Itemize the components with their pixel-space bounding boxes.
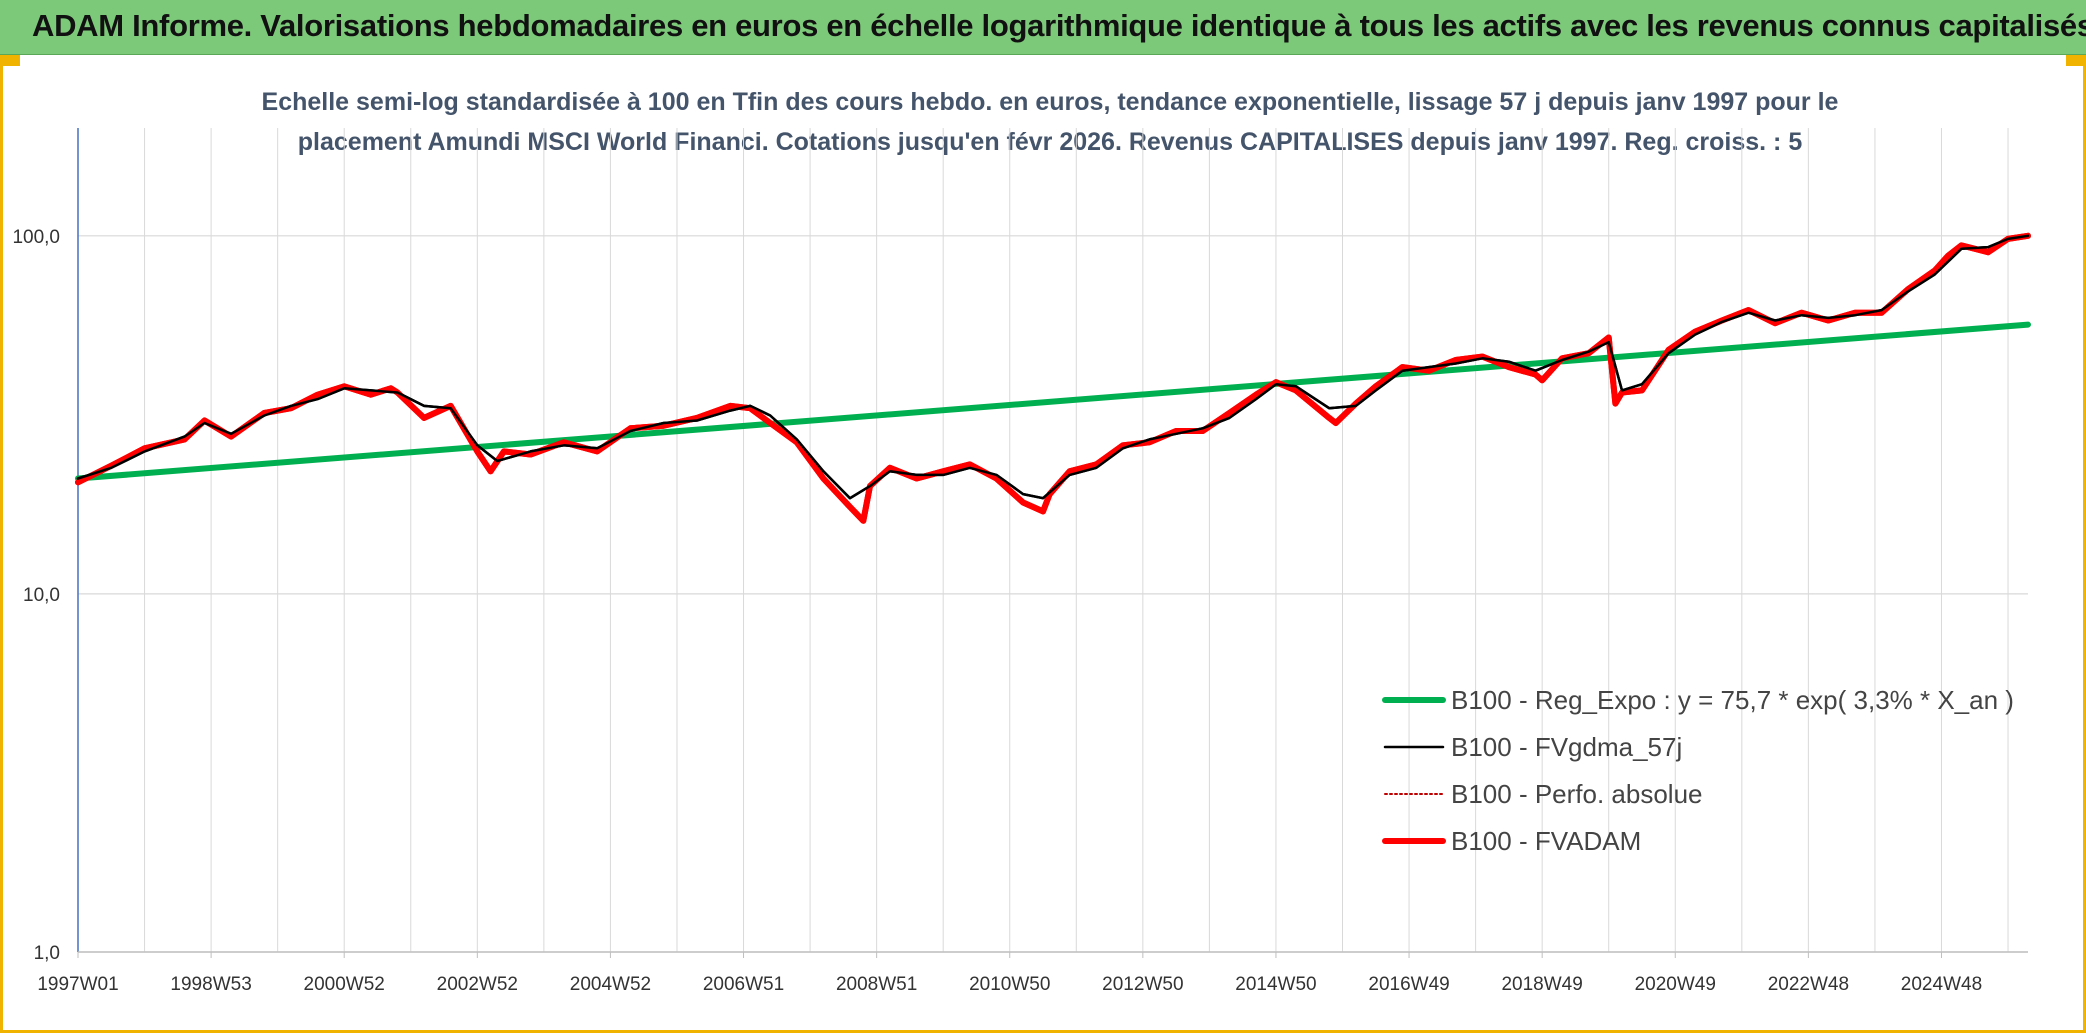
series-layer xyxy=(75,232,2031,524)
chart-subtitle-line2: placement Amundi MSCI World Financi. Cot… xyxy=(297,128,1803,156)
x-tick-label: 2010W50 xyxy=(969,974,1050,995)
series-line-0 xyxy=(75,321,2031,482)
x-tick-label: 2020W49 xyxy=(1635,974,1716,995)
y-tick-label: 10,0 xyxy=(23,585,60,606)
series-line-3 xyxy=(75,232,2031,524)
legend-label-1: B100 - FVgdma_57j xyxy=(1451,732,1682,762)
frame-corner-right xyxy=(2066,54,2086,66)
x-tick-label: 2004W52 xyxy=(570,974,651,995)
x-tick-label: 1997W01 xyxy=(37,974,118,995)
x-tick-label: 2002W52 xyxy=(437,974,518,995)
x-tick-label: 2016W49 xyxy=(1368,974,1449,995)
legend-label-3: B100 - FVADAM xyxy=(1451,826,1641,856)
x-tick-label: 2012W50 xyxy=(1102,974,1183,995)
x-tick-label: 1998W53 xyxy=(170,974,251,995)
x-tick-label: 2018W49 xyxy=(1501,974,1582,995)
grid-layer xyxy=(77,128,2028,953)
x-tick-label: 2008W51 xyxy=(836,974,917,995)
legend-label-0: B100 - Reg_Expo : y = 75,7 * exp( 3,3% *… xyxy=(1451,685,2014,715)
series-line-overlay-3 xyxy=(75,232,2031,524)
chart-subtitle-line1: Echelle semi-log standardisée à 100 en T… xyxy=(261,88,1839,116)
x-tick-label: 2006W51 xyxy=(703,974,784,995)
axis-layer: 1,0 10,0 100,0 1997W01 1998W53 2000W52 2002W52… xyxy=(12,128,2028,995)
y-tick-label: 100,0 xyxy=(12,227,60,248)
x-tick-label: 2022W48 xyxy=(1768,974,1849,995)
x-tick-label: 2000W52 xyxy=(304,974,385,995)
legend: B100 - Reg_Expo : y = 75,7 * exp( 3,3% *… xyxy=(1382,685,2014,856)
report-title: ADAM Informe. Valorisations hebdomadaire… xyxy=(32,8,2086,43)
x-tick-label: 2024W48 xyxy=(1901,974,1982,995)
frame-corner-left xyxy=(0,54,20,66)
report-header: ADAM Informe. Valorisations hebdomadaire… xyxy=(0,0,2086,55)
series-line-overlay-1 xyxy=(76,234,2030,500)
series-line-1 xyxy=(76,234,2030,500)
y-tick-label: 1,0 xyxy=(34,943,60,964)
series-line-2 xyxy=(77,234,2029,522)
x-tick-label: 2014W50 xyxy=(1235,974,1316,995)
legend-label-2: B100 - Perfo. absolue xyxy=(1451,779,1703,809)
